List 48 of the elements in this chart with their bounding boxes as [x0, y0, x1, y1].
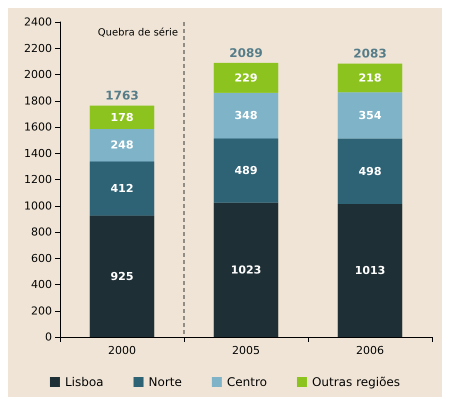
y-tick-label: 1200 — [24, 173, 52, 186]
y-tick-label: 2400 — [24, 16, 52, 28]
legend-label: Lisboa — [64, 375, 104, 389]
total-label: 2089 — [229, 46, 263, 60]
y-tick-label: 600 — [31, 252, 52, 265]
bar — [90, 162, 154, 216]
y-tick-label: 1800 — [24, 94, 52, 108]
legend-label: Centro — [226, 375, 267, 389]
bar — [90, 128, 154, 162]
x-tick-label: 2006 — [356, 344, 384, 357]
data-label: 1013 — [354, 264, 386, 278]
data-label: 489 — [234, 164, 258, 178]
data-label: 218 — [358, 71, 382, 84]
bar — [214, 138, 278, 203]
bar — [338, 138, 402, 204]
total-label: 2083 — [353, 46, 387, 61]
data-label: 1023 — [230, 263, 262, 276]
data-label: 178 — [110, 110, 134, 124]
bar — [338, 92, 402, 139]
total-label: 1763 — [105, 88, 139, 103]
data-label: 412 — [110, 182, 134, 196]
x-tick-label: 2000 — [108, 344, 136, 357]
x-tick-label: 2005 — [232, 344, 260, 357]
annotation: Quebra de série — [98, 28, 178, 38]
bar — [338, 64, 402, 92]
y-tick-label: 400 — [31, 278, 52, 291]
bar — [214, 92, 278, 139]
bar — [214, 62, 278, 93]
bar — [338, 204, 402, 337]
y-tick-label: 800 — [31, 226, 52, 238]
y-tick-label: 0 — [45, 330, 52, 344]
legend-label: Outras regiões — [312, 375, 400, 389]
y-tick-label: 1600 — [24, 120, 52, 134]
data-label: 348 — [234, 109, 258, 122]
y-tick-label: 1000 — [24, 199, 52, 212]
data-label: 248 — [110, 138, 134, 152]
data-label: 229 — [234, 71, 258, 84]
y-tick-label: 1400 — [24, 146, 52, 160]
legend-label: Norte — [148, 375, 182, 389]
data-label: 925 — [110, 270, 134, 283]
y-tick-label: 2200 — [24, 42, 52, 55]
data-label: 354 — [358, 108, 382, 122]
bar — [90, 216, 154, 337]
y-tick-label: 2000 — [24, 68, 52, 81]
data-label: 498 — [358, 164, 382, 178]
bar — [90, 106, 154, 129]
y-tick-label: 200 — [31, 304, 52, 318]
bar — [214, 202, 278, 337]
